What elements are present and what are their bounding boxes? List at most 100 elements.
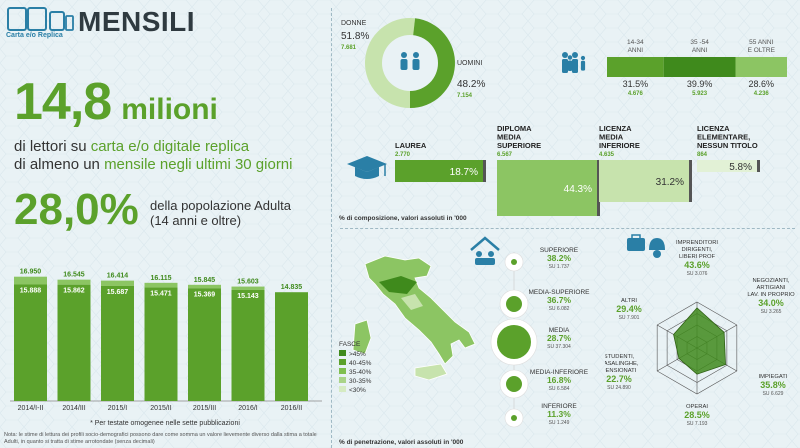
legend-label: 35-40% [349,369,372,376]
penetration-base: SU 6.082 [549,306,570,312]
age-value: 5.923 [692,91,708,97]
education-bar-cap [597,160,600,216]
radar-label: DIRIGENTI, [682,247,713,253]
slice-pct: 51.8% [341,31,369,42]
penetration-label: MEDIA-SUPERIORE [528,289,590,296]
education-label: NESSUN TITOLO [697,141,758,150]
cap-base [355,167,379,179]
house-roof [470,236,500,251]
legend-swatch [339,377,346,383]
bar-segment-total [231,286,265,290]
legend-label: <30% [349,387,366,394]
person-head [476,251,482,257]
headline-highlight: mensile negli ultimi 30 giorni [104,156,293,173]
region-north [379,276,417,294]
legend-swatch [339,359,346,365]
penetration-label: MEDIA-INFERIORE [530,369,589,376]
legend-swatch [339,386,346,392]
radar-pct: 35.8% [760,380,786,390]
person-body [562,59,568,73]
age-label: 55 ANNI [749,39,773,46]
bar-top-label: 15.603 [237,279,259,286]
radar-label: ALTRI [621,298,637,304]
population-description-line: (14 anni e oltre) [150,213,242,228]
sardinia [352,319,372,355]
bar-segment-total [57,279,91,285]
education-pct: 44.3% [564,184,592,195]
education-bar-cap [483,160,486,182]
radar-label: IMPRENDITORI [676,240,718,246]
x-tick-label: 2016/II [281,405,302,412]
italy-map [364,255,476,365]
readers-headline: 14,8 milioni [14,72,218,132]
pie-hole [382,35,438,91]
age-segment [735,57,787,77]
bar-segment-total [188,284,221,289]
age-segment [663,57,736,77]
person-head [580,55,586,61]
radar-pct: 29.4% [616,304,642,314]
radar-label: STUDENTI, [605,354,635,360]
education-label: MEDIA [599,133,624,142]
x-tick-label: 2015/II [150,405,171,412]
education-label: ELEMENTARE, [697,133,750,142]
bar-segment-homogeneous [231,289,265,401]
x-tick-label: 2015/III [193,405,216,412]
bar-segment-homogeneous [188,288,221,401]
person-body [400,59,408,70]
education-composition-chart: LAUREA2.77018.7%DIPLOMAMEDIASUPERIORE6.5… [339,124,760,222]
penetration-circle [511,259,517,265]
education-bar [599,160,689,202]
age-label: 35 -54 [690,39,709,46]
legend-label: >45% [349,351,366,358]
age-pct: 31.5% [623,79,649,89]
radar-base: SU 6.629 [763,391,784,397]
penetration-label: INFERIORE [541,403,577,410]
readers-value: 14,8 [14,73,112,131]
radar-area [673,307,726,375]
education-penetration-chart: FASCE >45% 40-45% 35-40% 30-35% <30% SUPERIORE… [339,236,590,446]
legend-label: 40-45% [349,360,372,367]
headline-text: di almeno un [14,156,105,173]
headline-text: di lettori su [14,138,91,155]
footer-note: Nota: le stime di lettura dei profili so… [4,432,317,445]
bar-top-label: 16.545 [63,272,85,279]
population-description-line: della popolazione Adulta [150,198,291,213]
panel-divider-vertical [331,8,332,448]
education-pct: 18.7% [450,167,478,178]
newspaper-devices-icon [7,7,74,31]
radar-label: OPERAI [686,404,708,410]
person-body [412,59,420,70]
education-label: INFERIORE [599,141,640,150]
penetration-circle [497,325,531,359]
briefcase [627,238,645,251]
region-center [401,294,423,310]
education-pct: 5.8% [729,162,752,173]
radar-pct: 43.6% [684,260,710,270]
person-bodies [475,258,495,265]
headline-line-1: di lettori su carta e/o digitale replica [14,138,249,155]
chart-caption: % di composizione, valori assoluti in '0… [339,215,467,222]
age-label: ANNI [628,47,644,54]
age-pct: 39.9% [687,79,713,89]
education-label: LICENZA [599,124,632,133]
gender-pie-chart: DONNE 51.8% 7.681 UOMINI 48.2% 7.154 [341,18,485,109]
penetration-pct: 36.7% [547,295,572,305]
headline-line-2: di almeno un mensile negli ultimi 30 gio… [14,156,293,173]
education-value: 6.567 [497,152,513,158]
slice-value: 7.154 [457,93,473,99]
bar-inner-label: 15.888 [20,287,42,294]
readers-trend-chart: 15.888 16.950 2014/I-II 15.862 16.545 2014/II… [10,269,322,427]
bar-top-label: 14.835 [281,284,303,291]
penetration-circle [506,376,522,392]
person-body [572,59,578,73]
x-tick-label: 2014/III [62,405,85,412]
penetration-base: SU 37.304 [547,344,571,350]
bar-inner-label: 15.687 [107,289,129,296]
bar-segment-total [14,276,47,285]
age-value: 4.676 [628,91,644,97]
bar-inner-label: 15.862 [63,288,85,295]
penetration-pct: 16.8% [547,375,572,385]
legend-title: FASCE [339,341,361,348]
chart-footnote: * Per testate omogenee nelle sette pubbl… [90,420,240,427]
